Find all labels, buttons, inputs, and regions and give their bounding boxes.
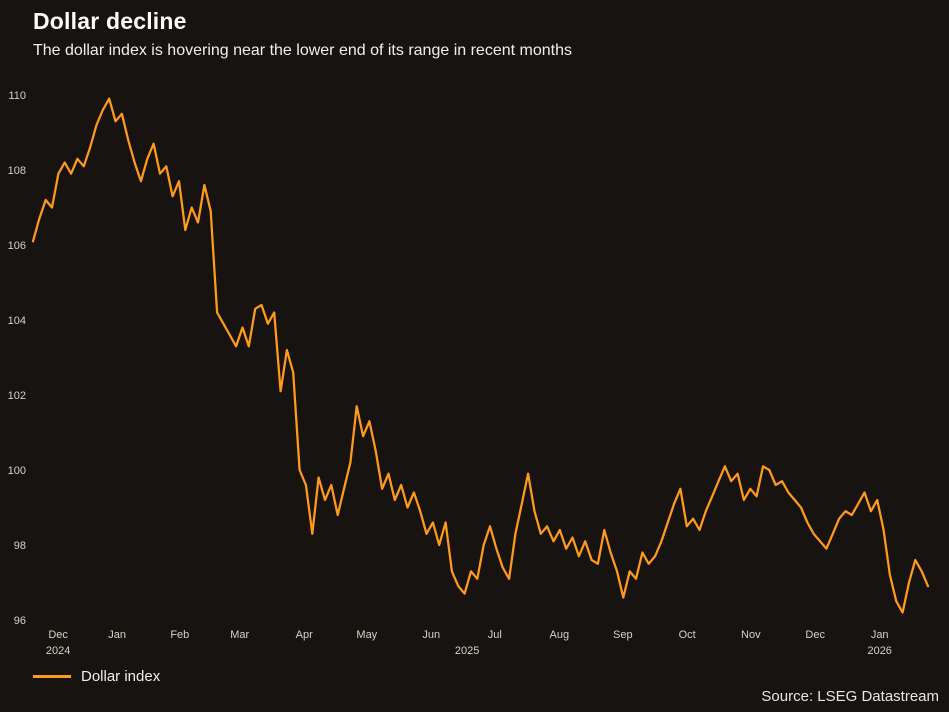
svg-text:98: 98 xyxy=(14,540,26,552)
svg-text:104: 104 xyxy=(8,315,26,327)
legend-line-swatch xyxy=(33,674,71,678)
svg-text:2026: 2026 xyxy=(867,645,891,657)
svg-text:Mar: Mar xyxy=(230,629,249,641)
x-axis-year-labels: 2024 2025 2026 xyxy=(46,645,892,657)
svg-text:Oct: Oct xyxy=(679,629,696,641)
x-axis-tick-labels: Dec Jan Feb Mar Apr May Jun Jul Aug Sep Oct Nov Dec J… xyxy=(48,629,888,641)
svg-text:2025: 2025 xyxy=(455,645,479,657)
dollar-index-line xyxy=(31,97,930,614)
svg-text:96: 96 xyxy=(14,615,26,627)
chart-subtitle: The dollar index is hovering near the lo… xyxy=(33,42,572,59)
svg-text:108: 108 xyxy=(8,165,26,177)
svg-text:Feb: Feb xyxy=(170,629,189,641)
svg-text:Sep: Sep xyxy=(613,629,633,641)
svg-text:106: 106 xyxy=(8,240,26,252)
svg-text:Nov: Nov xyxy=(741,629,761,641)
svg-text:Aug: Aug xyxy=(550,629,570,641)
svg-text:Jun: Jun xyxy=(422,629,440,641)
svg-text:2024: 2024 xyxy=(46,645,70,657)
source-credit: Source: LSEG Datastream xyxy=(761,688,939,705)
svg-text:102: 102 xyxy=(8,390,26,402)
svg-text:Jan: Jan xyxy=(108,629,126,641)
svg-text:Dec: Dec xyxy=(805,629,825,641)
y-axis-tick-labels: 96 98 100 102 104 106 108 110 xyxy=(8,90,26,627)
chart-title: Dollar decline xyxy=(33,8,187,34)
svg-text:110: 110 xyxy=(8,90,26,102)
svg-text:Dec: Dec xyxy=(48,629,68,641)
svg-text:May: May xyxy=(356,629,377,641)
legend-label: Dollar index xyxy=(81,667,161,685)
svg-text:Jan: Jan xyxy=(871,629,889,641)
svg-text:Apr: Apr xyxy=(296,629,313,641)
svg-text:100: 100 xyxy=(8,465,26,477)
legend: Dollar index xyxy=(33,666,160,686)
svg-text:Jul: Jul xyxy=(488,629,502,641)
